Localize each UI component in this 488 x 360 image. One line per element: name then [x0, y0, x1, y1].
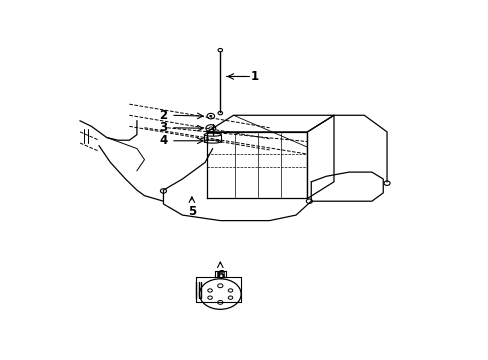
- Text: 4: 4: [159, 134, 167, 147]
- Circle shape: [209, 115, 211, 117]
- Circle shape: [199, 279, 241, 309]
- Text: 1: 1: [250, 70, 258, 83]
- Ellipse shape: [204, 140, 221, 143]
- Text: 3: 3: [159, 121, 167, 134]
- Circle shape: [218, 111, 222, 115]
- Text: 2: 2: [159, 109, 167, 122]
- Circle shape: [160, 189, 166, 193]
- Circle shape: [218, 49, 222, 52]
- Text: 5: 5: [187, 205, 196, 219]
- Circle shape: [383, 181, 389, 185]
- Text: 6: 6: [216, 269, 224, 282]
- Circle shape: [305, 199, 312, 203]
- Ellipse shape: [204, 133, 221, 136]
